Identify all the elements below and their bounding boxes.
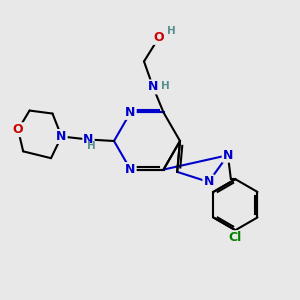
Text: O: O bbox=[13, 123, 23, 136]
Text: N: N bbox=[203, 176, 214, 188]
Text: O: O bbox=[154, 31, 164, 44]
Text: N: N bbox=[83, 133, 94, 146]
Text: N: N bbox=[148, 80, 158, 93]
Text: H: H bbox=[167, 26, 176, 36]
Text: N: N bbox=[56, 130, 67, 143]
Text: H: H bbox=[87, 141, 96, 151]
Text: Cl: Cl bbox=[229, 231, 242, 244]
Text: N: N bbox=[125, 163, 136, 176]
Text: N: N bbox=[125, 106, 136, 119]
Text: N: N bbox=[223, 149, 233, 162]
Text: H: H bbox=[161, 81, 170, 91]
